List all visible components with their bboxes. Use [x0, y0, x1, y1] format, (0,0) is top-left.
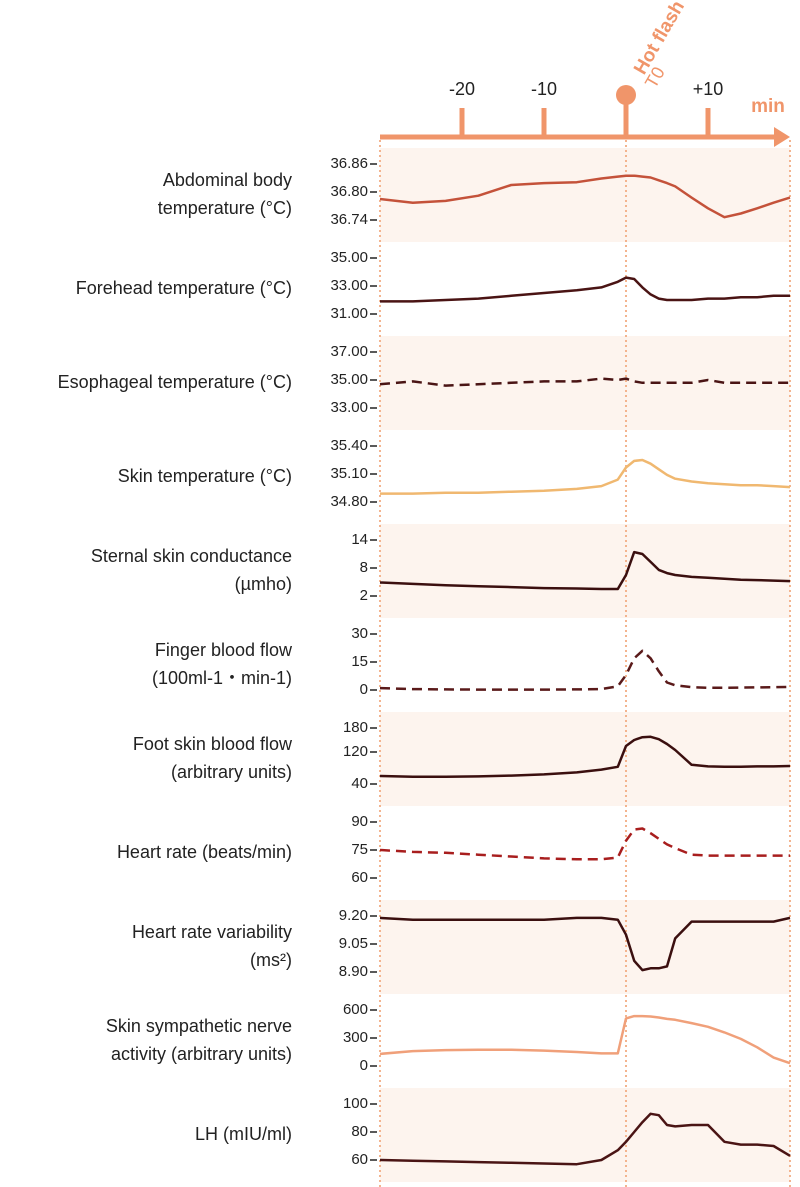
y-axis-label: Heart rate (beats/min) [117, 842, 292, 862]
y-tick-label: 40 [351, 775, 368, 792]
y-tick-label: 120 [343, 743, 368, 760]
y-axis-label: Esophageal temperature (°C) [58, 372, 292, 392]
y-tick-label: 15 [351, 653, 368, 670]
data-line [379, 1112, 791, 1166]
y-tick-label: 600 [343, 1001, 368, 1018]
y-axis-label: activity (arbitrary units) [111, 1044, 292, 1064]
data-line [379, 735, 791, 779]
time-axis-arrow [774, 127, 790, 147]
hot-flash-marker [616, 85, 636, 105]
y-tick-label: 36.74 [330, 211, 368, 228]
y-tick-label: 90 [351, 813, 368, 830]
y-tick-label: 8 [360, 559, 368, 576]
y-tick-label: 9.20 [339, 907, 368, 924]
y-tick-label: 33.00 [330, 277, 368, 294]
y-tick-label: 60 [351, 869, 368, 886]
y-tick-label: 34.80 [330, 493, 368, 510]
y-tick-label: 35.40 [330, 437, 368, 454]
y-axis-label: temperature (°C) [158, 198, 292, 218]
data-line [379, 827, 790, 861]
y-tick-label: 2 [360, 587, 368, 604]
y-tick-label: 35.10 [330, 465, 368, 482]
data-line [379, 649, 791, 691]
panel-background [380, 148, 790, 242]
y-tick-label: 37.00 [330, 343, 368, 360]
time-tick-label: -10 [531, 79, 557, 99]
y-axis-label: (ms²) [250, 950, 292, 970]
y-tick-label: 36.86 [330, 155, 368, 172]
y-axis-label: Skin sympathetic nerve [106, 1016, 292, 1036]
y-axis-label: Skin temperature (°C) [118, 466, 292, 486]
data-line [379, 174, 791, 219]
panel-background [380, 1088, 790, 1182]
y-tick-label: 8.90 [339, 963, 368, 980]
y-axis-label: Forehead temperature (°C) [76, 278, 292, 298]
y-axis-label: LH (mIU/ml) [195, 1124, 292, 1144]
y-axis-label: Heart rate variability [132, 922, 292, 942]
y-tick-label: 30 [351, 625, 368, 642]
y-tick-label: 75 [351, 841, 368, 858]
y-axis-label: (µmho) [235, 574, 292, 594]
data-line [379, 916, 791, 972]
y-axis-label: Abdominal body [163, 170, 292, 190]
panel-background [380, 712, 790, 806]
time-tick-label: -20 [449, 79, 475, 99]
y-tick-label: 36.80 [330, 183, 368, 200]
panel-background [380, 524, 790, 618]
y-axis-label: (arbitrary units) [171, 762, 292, 782]
y-axis-label: (100ml-1・min-1) [152, 668, 292, 688]
data-line [380, 276, 790, 303]
data-line [379, 1014, 791, 1065]
time-unit: min [751, 96, 785, 117]
panel-background [380, 900, 790, 994]
panel-background [380, 336, 790, 430]
y-tick-label: 31.00 [330, 305, 368, 322]
y-tick-label: 80 [351, 1123, 368, 1140]
data-line [379, 377, 790, 387]
y-tick-label: 100 [343, 1095, 368, 1112]
y-tick-label: 300 [343, 1029, 368, 1046]
data-line [379, 550, 791, 591]
y-tick-label: 9.05 [339, 935, 368, 952]
time-tick-label: +10 [693, 79, 724, 99]
y-tick-label: 14 [351, 531, 368, 548]
y-axis-label: Finger blood flow [155, 640, 293, 660]
y-axis-label: Sternal skin conductance [91, 546, 292, 566]
y-tick-label: 35.00 [330, 371, 368, 388]
y-axis-label: Foot skin blood flow [133, 734, 293, 754]
y-tick-label: 180 [343, 719, 368, 736]
y-tick-label: 0 [360, 1057, 368, 1074]
y-tick-label: 60 [351, 1151, 368, 1168]
y-tick-label: 33.00 [330, 399, 368, 416]
y-tick-label: 35.00 [330, 249, 368, 266]
y-tick-label: 0 [360, 681, 368, 698]
data-line [380, 458, 791, 495]
hot-flash-annotation: Hot flash [630, 0, 689, 78]
